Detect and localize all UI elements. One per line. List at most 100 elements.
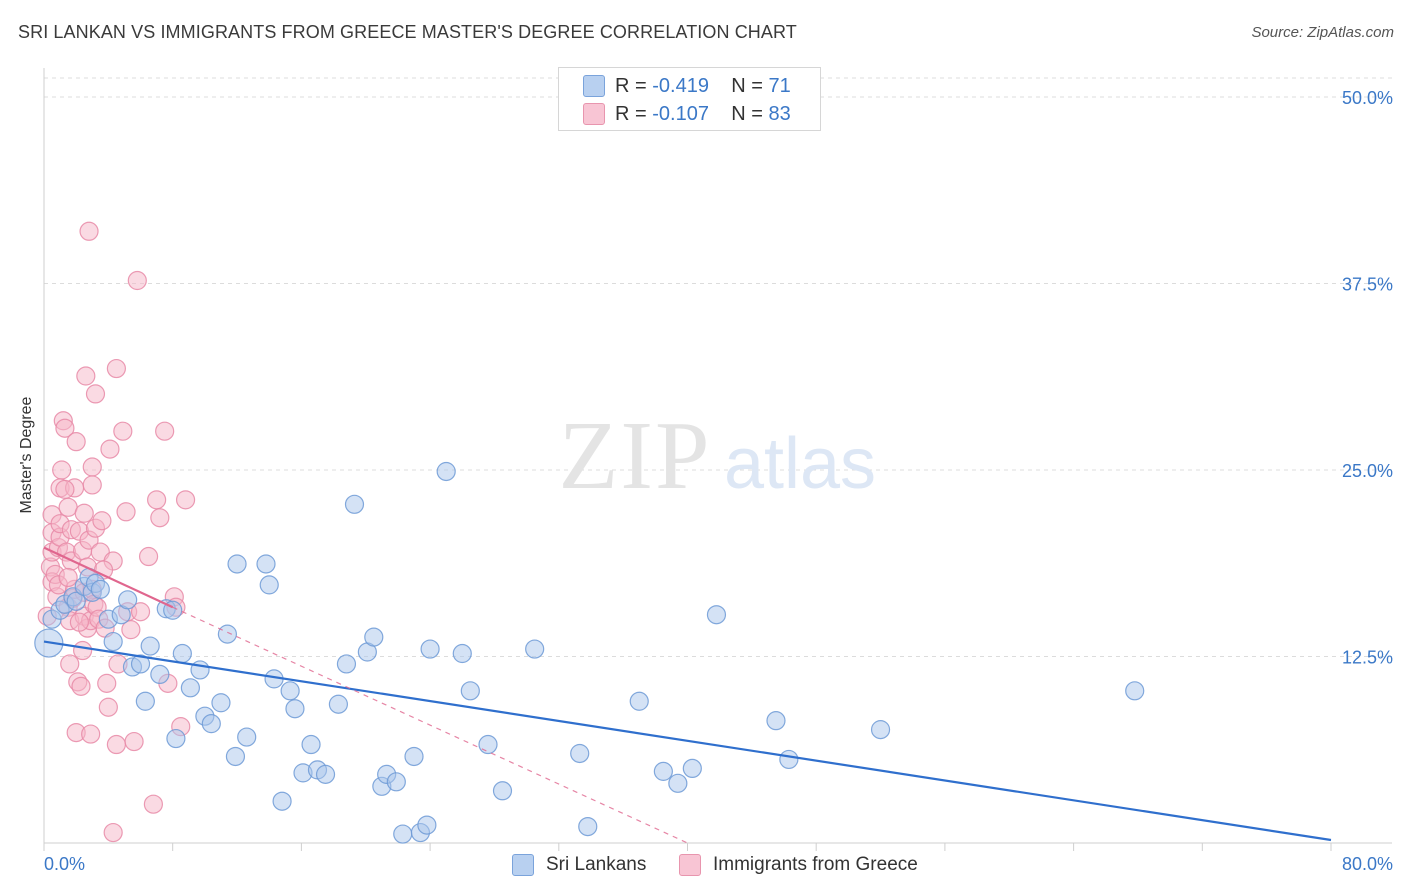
point-greece — [79, 221, 99, 241]
point-greece — [82, 475, 102, 495]
point-srilankans — [227, 554, 247, 574]
point-greece — [106, 358, 126, 379]
correlation-legend: R = -0.419 N = 71 R = -0.107 N = 83 — [558, 67, 821, 131]
point-srilankans — [779, 749, 799, 770]
x-tick-labels: 0.0% 80.0% — [44, 854, 1393, 874]
point-srilankans — [393, 824, 413, 844]
legend-swatch-blue — [583, 75, 605, 97]
point-srilankans — [166, 728, 186, 749]
point-srilankans — [237, 727, 257, 747]
trend-line-greece — [43, 546, 174, 609]
legend-swatch-pink — [583, 103, 605, 125]
point-srilankans — [478, 734, 498, 755]
point-srilankans — [150, 664, 170, 685]
legend-text: R = -0.419 N = 71 — [615, 74, 791, 97]
point-greece — [113, 421, 133, 441]
point-greece — [124, 731, 144, 752]
point-greece — [82, 457, 102, 477]
trend-line-greece-extension — [172, 606, 688, 844]
point-srilankans — [682, 758, 702, 779]
y-tick-labels: 12.5% 25.0% 37.5% 50.0% — [1342, 88, 1393, 668]
point-srilankans — [706, 605, 727, 625]
point-srilankans — [301, 734, 321, 755]
source-label: Source: ZipAtlas.com — [1251, 24, 1394, 41]
trend-line-srilankans — [43, 640, 1332, 842]
point-greece — [98, 697, 118, 717]
y-tick-label: 37.5% — [1342, 275, 1393, 295]
point-srilankans — [344, 494, 365, 514]
series-legend: Sri Lankans Immigrants from Greece — [0, 852, 1406, 878]
point-greece — [121, 620, 141, 640]
point-srilankans — [130, 654, 151, 674]
point-greece — [106, 734, 126, 755]
point-greece — [175, 490, 196, 510]
gridlines — [44, 77, 1392, 657]
point-srilankans — [364, 627, 384, 647]
legend-row-greece: R = -0.107 N = 83 — [583, 100, 791, 128]
point-greece — [81, 724, 101, 744]
point-srilankans — [280, 681, 300, 701]
point-srilankans — [172, 643, 192, 664]
point-srilankans — [103, 631, 123, 652]
series-greece-points — [37, 221, 196, 843]
legend-label-greece: Immigrants from Greece — [713, 854, 918, 875]
point-srilankans — [315, 764, 336, 784]
legend-swatch-pink — [679, 854, 701, 876]
point-srilankans — [492, 781, 513, 801]
y-tick-label: 12.5% — [1342, 648, 1393, 668]
point-greece — [76, 366, 96, 386]
point-srilankans — [420, 639, 440, 659]
point-srilankans — [328, 694, 349, 714]
point-greece — [55, 479, 75, 499]
point-greece — [73, 640, 93, 661]
point-srilankans — [629, 691, 649, 711]
legend-item-srilankans[interactable]: Sri Lankans — [512, 852, 646, 878]
point-greece — [150, 508, 170, 528]
point-greece — [74, 503, 94, 523]
point-srilankans — [460, 681, 480, 701]
point-greece — [147, 490, 167, 510]
point-srilankans — [140, 636, 160, 656]
point-srilankans — [272, 791, 292, 811]
legend-row-srilankans: R = -0.419 N = 71 — [583, 72, 791, 100]
point-srilankans — [336, 654, 357, 674]
point-srilankans — [285, 699, 305, 719]
point-srilankans — [180, 678, 200, 698]
point-srilankans — [211, 693, 231, 713]
point-greece — [85, 384, 106, 404]
trend-lines — [43, 546, 1332, 844]
point-greece — [52, 460, 72, 480]
y-tick-label: 50.0% — [1342, 88, 1393, 108]
point-greece — [155, 421, 175, 441]
point-srilankans — [201, 714, 221, 734]
legend-item-greece[interactable]: Immigrants from Greece — [679, 852, 918, 878]
point-srilankans — [525, 639, 545, 659]
point-srilankans — [570, 743, 590, 764]
point-srilankans — [417, 815, 437, 835]
point-greece — [97, 673, 117, 693]
y-tick-label: 25.0% — [1342, 461, 1393, 481]
point-srilankans — [1125, 681, 1145, 701]
legend-swatch-blue — [512, 854, 534, 876]
legend-label-srilankans: Sri Lankans — [546, 854, 647, 875]
point-srilankans — [90, 579, 110, 599]
point-greece — [55, 418, 75, 438]
point-greece — [143, 794, 163, 814]
point-greece — [138, 546, 159, 567]
point-greece — [66, 432, 86, 452]
point-srilankans — [870, 720, 891, 740]
point-srilankans — [118, 590, 138, 610]
point-greece — [127, 270, 147, 291]
axes — [43, 68, 1392, 851]
point-greece — [71, 676, 91, 696]
point-greece — [103, 822, 123, 843]
point-greece — [116, 502, 136, 522]
point-srilankans — [668, 773, 688, 793]
point-greece — [100, 439, 120, 459]
legend-text: R = -0.107 N = 83 — [615, 102, 791, 125]
point-srilankans — [766, 711, 786, 731]
point-greece — [60, 654, 80, 674]
point-srilankans — [256, 554, 276, 574]
x-tick-label-max: 80.0% — [1342, 854, 1393, 874]
